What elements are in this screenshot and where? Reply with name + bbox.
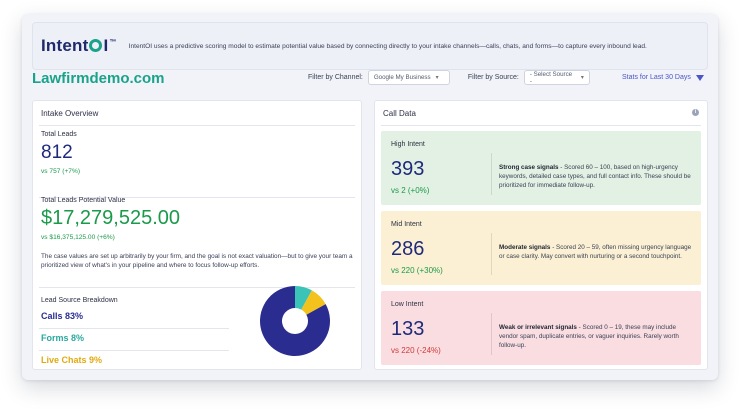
total-leads-metric: Total Leads 812 vs 757 (+7%) [41,131,80,175]
source-select[interactable]: - Select Source - ▾ [523,70,590,85]
banner-description: IntentOI uses a predictive scoring model… [128,42,647,50]
low-intent-panel: Low Intent 133 vs 220 (-24%) Weak or irr… [381,291,701,365]
high-intent-label: High Intent [391,141,425,148]
mid-intent-description: Moderate signals - Scored 20 – 59, often… [499,244,692,260]
high-intent-vs: vs 2 (+0%) [391,186,430,195]
total-leads-label: Total Leads [41,131,77,138]
low-intent-vs: vs 220 (-24%) [391,346,441,355]
potential-value-amount: $17,279,525.00 [41,207,181,229]
filter-bar: Filter by Channel: Google My Business ▾ … [308,70,590,85]
stats-period-label: Stats for Last 30 Days [622,74,691,81]
lead-source-live-chats: Live Chats 9% [41,355,103,365]
chevron-down-icon: ▾ [580,75,584,81]
high-intent-panel: High Intent 393 vs 2 (+0%) Strong case s… [381,131,701,205]
low-intent-value: 133 [391,318,425,340]
total-leads-value: 812 [41,142,73,163]
info-icon[interactable]: i [692,109,699,116]
funnel-icon [695,74,704,81]
intake-overview-card: Intake Overview Total Leads 812 vs 757 (… [32,100,362,370]
source-filter-label: Filter by Source: [467,74,519,81]
potential-value-vs: vs $16,375,125.00 (+6%) [41,234,115,241]
lead-source-calls: Calls 83% [41,311,84,321]
stats-period-filter[interactable]: Stats for Last 30 Days [622,74,704,81]
chevron-down-icon: ▾ [435,75,439,81]
call-data-card: Call Data i High Intent 393 vs 2 (+0%) S… [374,100,708,370]
mid-intent-vs: vs 220 (+30%) [391,266,443,275]
info-banner: Intent I ™ IntentOI uses a predictive scor… [32,22,708,70]
mid-intent-label: Mid Intent [391,221,422,228]
valuation-description: The case values are set up arbitrarily b… [41,253,353,269]
lead-source-donut-chart [260,286,330,356]
potential-value-metric: Total Leads Potential Value $17,279,525.… [41,197,180,241]
call-data-title: Call Data [383,109,416,118]
high-intent-description: Strong case signals - Scored 60 – 100, b… [499,164,691,189]
channel-select-value: Google My Business [373,74,431,81]
high-intent-value: 393 [391,158,425,180]
mid-intent-value: 286 [391,238,425,260]
donut-slice-live-chats [301,290,326,315]
potential-value-label: Total Leads Potential Value [41,197,126,204]
intake-overview-title: Intake Overview [41,109,99,118]
logo-o-icon [89,39,103,52]
low-intent-label: Low Intent [391,301,424,308]
low-intent-description: Weak or irrelevant signals - Scored 0 – … [499,324,679,349]
channel-select[interactable]: Google My Business ▾ [367,70,450,85]
lead-source-forms: Forms 8% [41,333,85,343]
lead-source-title: Lead Source Breakdown [41,297,118,304]
mid-intent-panel: Mid Intent 286 vs 220 (+30%) Moderate si… [381,211,701,285]
donut-slice-calls [260,286,330,356]
intentoi-logo: Intent I ™ [41,36,117,55]
donut-slice-forms [295,286,312,310]
source-select-value: - Select Source - [529,70,573,85]
channel-filter-label: Filter by Channel: [308,74,363,81]
site-title: Lawfirmdemo.com [32,70,165,87]
total-leads-vs: vs 757 (+7%) [41,168,81,175]
dashboard-frame: Intent I ™ IntentOI uses a predictive scor… [22,14,718,380]
